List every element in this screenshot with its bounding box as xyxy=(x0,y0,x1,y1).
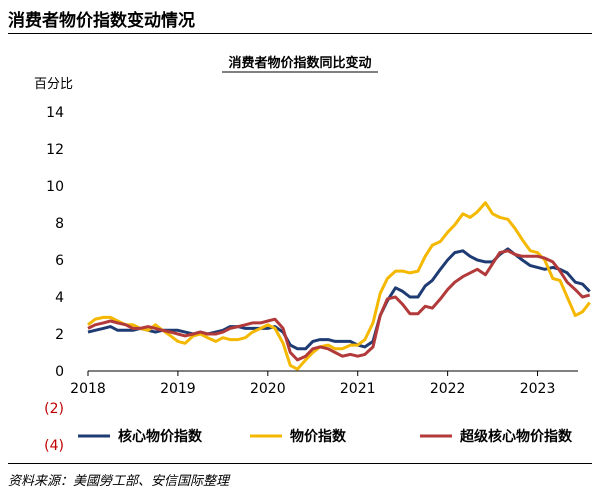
x-tick-label: 2022 xyxy=(430,381,466,397)
legend: 核心物价指数 物价指数 超级核心物价指数 xyxy=(78,428,573,445)
chart-title: 消费者物价指数同比变动 xyxy=(228,55,371,71)
x-axis-ticks: 2018 2019 2020 2021 2022 2023 xyxy=(70,371,555,397)
series-line xyxy=(87,247,591,351)
footer-divider xyxy=(8,463,592,464)
x-tick-label: 2018 xyxy=(70,381,106,397)
source-note: 资料来源：美國勞工部、安信国际整理 xyxy=(8,474,230,489)
series-line xyxy=(87,201,591,371)
legend-label: 物价指数 xyxy=(290,428,347,445)
y-tick-label: 2 xyxy=(55,327,64,343)
y-tick-label: 10 xyxy=(46,179,64,195)
series-lines xyxy=(87,201,591,371)
y-tick-label: (4) xyxy=(44,438,64,454)
y-tick-label: 14 xyxy=(46,105,64,121)
legend-label: 核心物价指数 xyxy=(118,428,203,445)
y-tick-label: 6 xyxy=(55,253,64,269)
y-tick-label: 0 xyxy=(55,364,64,380)
page-title: 消费者物价指数变动情况 xyxy=(8,11,195,31)
x-tick-label: 2019 xyxy=(160,381,196,397)
x-tick-label: 2023 xyxy=(520,381,556,397)
x-tick-label: 2021 xyxy=(340,381,376,397)
y-unit-label: 百分比 xyxy=(34,77,73,92)
x-tick-label: 2020 xyxy=(250,381,286,397)
legend-label: 超级核心物价指数 xyxy=(459,428,573,445)
y-tick-label: 8 xyxy=(55,216,64,232)
series-line xyxy=(87,249,591,362)
y-tick-label: (2) xyxy=(44,401,64,417)
title-divider xyxy=(8,33,592,34)
y-tick-label: 12 xyxy=(46,142,64,158)
y-tick-label: 4 xyxy=(55,290,64,306)
y-axis-ticks: 14 12 10 8 6 4 2 0 (2) (4) xyxy=(44,105,64,454)
